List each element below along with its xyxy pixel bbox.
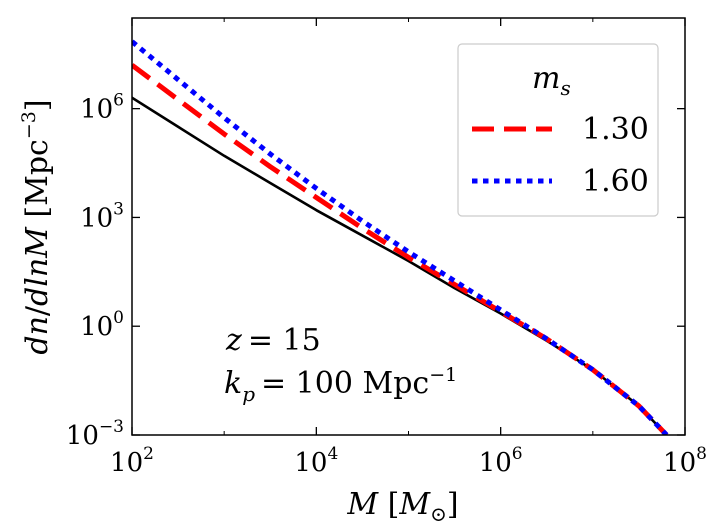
legend-title: ms xyxy=(532,61,571,100)
x-tick-label-8: 108 xyxy=(663,444,706,478)
y-tick-label-0: 100 xyxy=(80,308,124,342)
y-tick-label--3: 10−3 xyxy=(66,417,124,451)
y-axis-title: dn/dlnM [Mpc−3] xyxy=(18,99,55,354)
legend-label-1.60: 1.60 xyxy=(582,164,649,199)
series-layer xyxy=(132,39,669,435)
x-tick-label-2: 102 xyxy=(110,444,154,478)
x-tick-label-6: 106 xyxy=(479,444,523,478)
annotation-kp: kp = 100 Mpc−1 xyxy=(224,364,457,406)
series-line-1.60 xyxy=(132,39,669,435)
x-tick-label-4: 104 xyxy=(294,444,338,478)
annotation-redshift: z = 15 xyxy=(225,323,321,358)
ticks-layer: 102 104 106 108 10−3 100 103 106 xyxy=(66,18,706,478)
legend-box xyxy=(457,43,659,217)
legend-label-1.30: 1.30 xyxy=(582,112,649,147)
x-axis-title: M [M⊙] xyxy=(346,487,458,526)
y-tick-label-3: 103 xyxy=(80,199,124,233)
y-tick-label-6: 106 xyxy=(80,91,124,125)
legend: ms 1.30 1.60 xyxy=(457,43,659,217)
